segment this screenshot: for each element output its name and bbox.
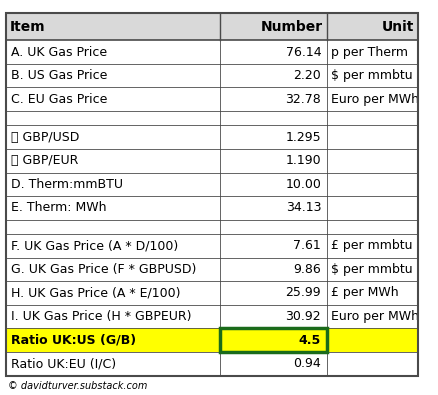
Text: Ratio UK:EU (I/C): Ratio UK:EU (I/C) [11,357,116,371]
Text: Number: Number [261,20,323,34]
Text: p per Therm: p per Therm [331,45,408,58]
Text: 10.00: 10.00 [285,178,321,191]
Text: 🏖 GBP/EUR: 🏖 GBP/EUR [11,154,78,167]
Text: Ratio UK:US (G/B): Ratio UK:US (G/B) [11,334,136,347]
Text: £ per mmbtu: £ per mmbtu [331,239,412,252]
Text: 30.92: 30.92 [286,310,321,323]
Text: Unit: Unit [381,20,414,34]
Text: Euro per MWh: Euro per MWh [331,310,419,323]
Text: 4.5: 4.5 [299,334,321,347]
Text: 76.14: 76.14 [286,45,321,58]
Text: E. Therm: MWh: E. Therm: MWh [11,201,106,214]
Text: $ per mmbtu: $ per mmbtu [331,69,413,82]
Text: 32.78: 32.78 [286,93,321,106]
Text: 7.61: 7.61 [293,239,321,252]
Text: £ per MWh: £ per MWh [331,286,399,299]
Text: 2.20: 2.20 [293,69,321,82]
Text: $ per mmbtu: $ per mmbtu [331,263,413,276]
Text: 🏖 GBP/USD: 🏖 GBP/USD [11,131,79,143]
Bar [6,13,418,40]
Text: Item: Item [10,20,46,34]
Bar [6,328,418,352]
Text: C. EU Gas Price: C. EU Gas Price [11,93,107,106]
Bar [220,328,328,352]
Text: 25.99: 25.99 [286,286,321,299]
Text: 9.86: 9.86 [293,263,321,276]
Text: H. UK Gas Price (A * E/100): H. UK Gas Price (A * E/100) [11,286,180,299]
Text: © davidturver.substack.com: © davidturver.substack.com [8,382,147,391]
Text: 0.94: 0.94 [293,357,321,371]
Text: 1.190: 1.190 [286,154,321,167]
Text: B. US Gas Price: B. US Gas Price [11,69,107,82]
Text: 1.295: 1.295 [286,131,321,143]
Text: A. UK Gas Price: A. UK Gas Price [11,45,107,58]
Text: 34.13: 34.13 [286,201,321,214]
Bar [220,328,328,352]
Text: I. UK Gas Price (H * GBPEUR): I. UK Gas Price (H * GBPEUR) [11,310,191,323]
Text: Euro per MWh: Euro per MWh [331,93,419,106]
Text: F. UK Gas Price (A * D/100): F. UK Gas Price (A * D/100) [11,239,178,252]
Text: G. UK Gas Price (F * GBPUSD): G. UK Gas Price (F * GBPUSD) [11,263,196,276]
Text: D. Therm:mmBTU: D. Therm:mmBTU [11,178,123,191]
